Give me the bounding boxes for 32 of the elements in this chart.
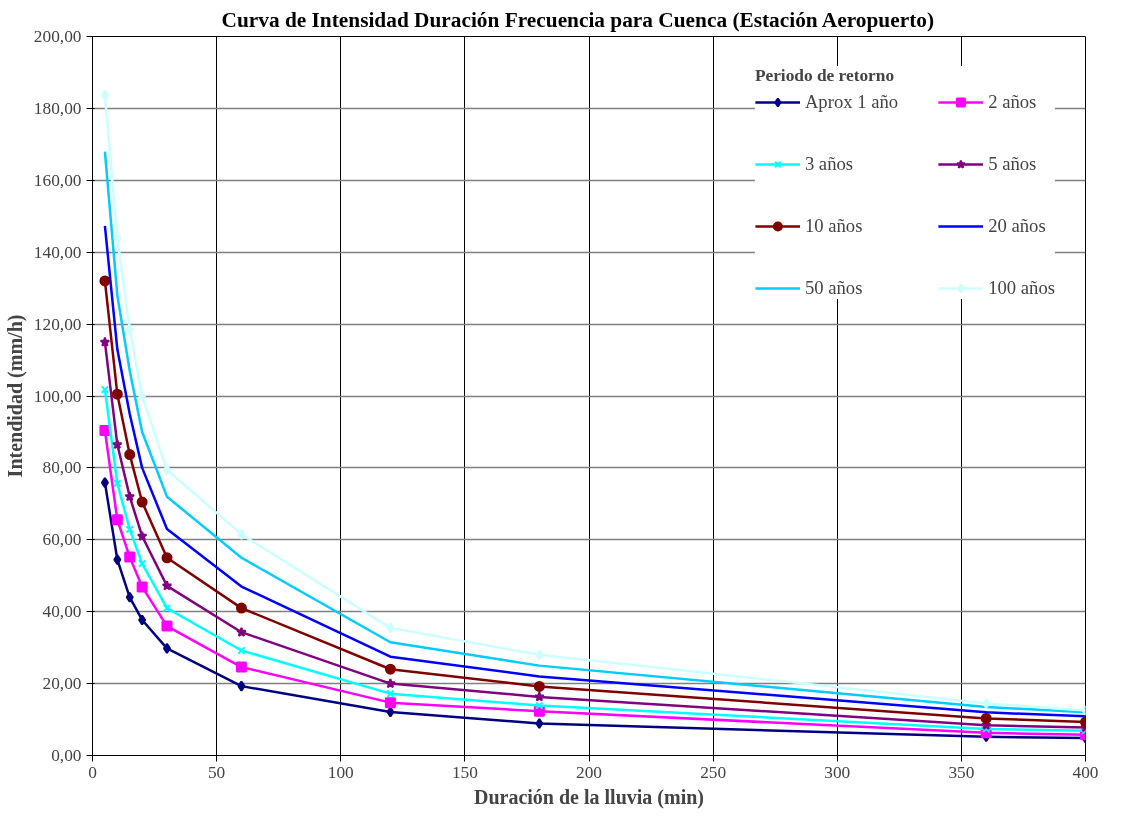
- x-axis-title: Duración de la lluvia (min): [474, 785, 705, 809]
- legend-label: Aprox 1 año: [804, 91, 899, 113]
- y-axis-title: Intendidad (mm/h): [3, 314, 27, 478]
- legend-label: 5 años: [988, 153, 1037, 175]
- legend-label: 100 años: [988, 277, 1055, 299]
- x-tick-label: 250: [700, 762, 727, 782]
- y-tick-label: 200,00: [33, 27, 82, 46]
- x-tick-label: 0: [88, 762, 97, 782]
- y-tick-label: 20,00: [42, 674, 82, 694]
- x-tick-label: 300: [824, 762, 851, 782]
- y-tick-label: 100,00: [33, 386, 82, 406]
- legend-label: 50 años: [804, 277, 863, 299]
- x-tick-label: 100: [327, 762, 354, 782]
- y-tick-label: 80,00: [42, 458, 82, 478]
- y-tick-label: 180,00: [33, 98, 82, 118]
- y-tick-label: 140,00: [33, 242, 82, 262]
- chart-title: Curva de Intensidad Duración Frecuencia para Cuenca (Estación Aeropuerto): [221, 7, 935, 32]
- y-tick-label: 0,00: [51, 746, 82, 765]
- x-tick-label: 50: [207, 762, 226, 782]
- legend-label: 2 años: [988, 91, 1037, 113]
- legend-label: 10 años: [804, 215, 863, 237]
- x-tick-label: 150: [451, 762, 478, 782]
- y-tick-label: 160,00: [33, 170, 82, 190]
- x-tick-label: 350: [948, 762, 975, 782]
- legend-title: Periodo de retorno: [754, 66, 896, 86]
- y-tick-label: 120,00: [33, 314, 82, 334]
- legend-label: 20 años: [988, 215, 1046, 237]
- x-tick-label: 400: [1072, 762, 1099, 782]
- legend-label: 3 años: [804, 153, 854, 175]
- x-tick-label: 200: [576, 762, 602, 782]
- y-tick-label: 60,00: [42, 530, 82, 550]
- y-tick-label: 40,00: [42, 602, 82, 622]
